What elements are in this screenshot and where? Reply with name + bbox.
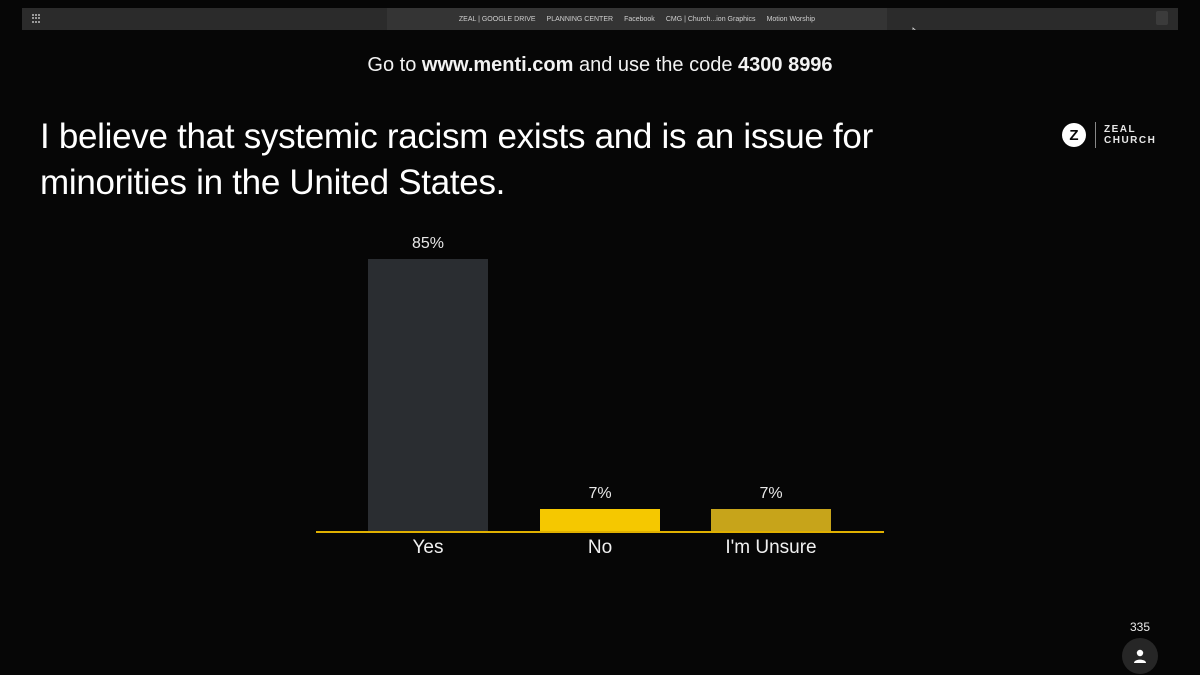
bar-unsure [711, 509, 831, 531]
voting-code: 4300 8996 [738, 54, 833, 76]
apps-grid-icon[interactable] [32, 14, 42, 23]
bar-value-label-unsure: 7% [759, 485, 783, 502]
bar-no [540, 509, 660, 531]
bookmark-planning-center[interactable]: PLANNING CENTER [546, 15, 614, 23]
person-icon [1134, 649, 1146, 663]
logo-z-icon: Z [1062, 123, 1086, 147]
logo-line-1: ZEAL [1104, 124, 1137, 135]
bookmark-zeal-google-drive[interactable]: ZEAL | GOOGLE DRIVE [458, 15, 536, 23]
question-line-1: I believe that systemic racism exists an… [40, 117, 873, 156]
bar-value-label-yes: 85% [411, 235, 445, 252]
window-control-button[interactable] [1156, 11, 1168, 25]
question-line-2: minorities in the United States. [40, 163, 506, 202]
participants-button[interactable] [1122, 638, 1158, 674]
participant-count: 335 [1129, 620, 1151, 634]
instruction-prefix: Go to [367, 54, 417, 76]
category-label-no: No [587, 537, 613, 558]
chart-baseline [316, 531, 884, 533]
logo-wordmark: ZEAL CHURCH [1104, 124, 1156, 146]
bookmarks-bar: ZEAL | GOOGLE DRIVE PLANNING CENTER Face… [22, 8, 1178, 31]
bar-yes [368, 259, 488, 531]
results-bar-chart: 85% Yes 7% No 7% I'm Unsure [22, 30, 1178, 675]
bookmark-strip: ZEAL | GOOGLE DRIVE PLANNING CENTER Face… [387, 8, 887, 30]
bookmark-facebook[interactable]: Facebook [624, 15, 655, 23]
bar-value-label-no: 7% [588, 485, 612, 502]
presentation-slide: Go to www.menti.com and use the code 430… [22, 30, 1178, 675]
instruction-middle: and use the code [578, 54, 733, 76]
join-instruction: Go to www.menti.com and use the code 430… [22, 54, 1178, 77]
bookmark-motion-worship[interactable]: Motion Worship [766, 15, 816, 23]
menti-url: www.menti.com [421, 54, 574, 76]
zeal-church-logo: Z ZEAL CHURCH [1062, 122, 1156, 148]
category-label-unsure: I'm Unsure [725, 537, 817, 558]
bookmark-cmg[interactable]: CMG | Church...ion Graphics [665, 15, 756, 23]
category-label-yes: Yes [412, 537, 444, 558]
question-title: I believe that systemic racism exists an… [40, 114, 1020, 206]
logo-divider [1095, 122, 1096, 148]
logo-line-2: CHURCH [1104, 135, 1157, 146]
participant-counter: 335 [1122, 620, 1158, 674]
